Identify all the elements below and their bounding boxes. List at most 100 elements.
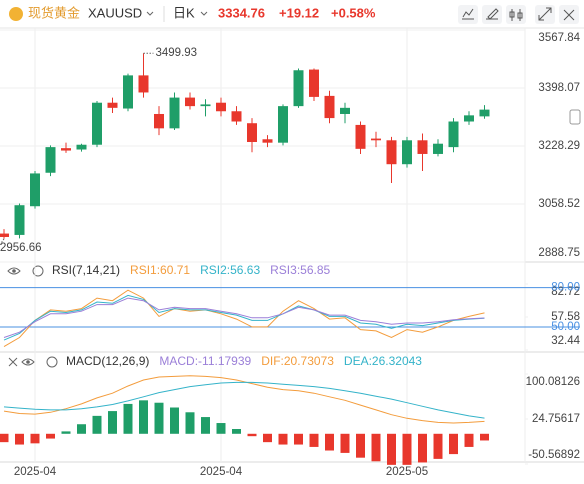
candle-body: [154, 113, 164, 129]
y-tick-label: 3398.07: [538, 82, 580, 94]
series-line: [3, 289, 485, 348]
eye-icon-pupil: [26, 360, 30, 364]
candle-body: [0, 233, 9, 237]
histogram-bar: [402, 433, 412, 465]
gold-icon: [9, 7, 23, 21]
candle-body: [216, 102, 226, 112]
candle-body: [386, 140, 397, 165]
indicator-icon[interactable]: [462, 8, 474, 20]
histogram-bar: [464, 433, 474, 447]
legend-entry: RSI3:56.85: [270, 263, 330, 277]
histogram-bar: [185, 412, 195, 434]
histogram-bar: [77, 424, 86, 434]
candle-body: [61, 148, 71, 151]
histogram-bar: [92, 415, 102, 434]
gear-icon[interactable]: [46, 356, 58, 368]
eye-icon[interactable]: [21, 358, 35, 366]
histogram-bar: [216, 423, 226, 434]
histogram-bar: [247, 433, 257, 437]
histogram-bar: [371, 433, 381, 462]
tool-button[interactable]: [506, 5, 526, 24]
y-tick-label: 100.08126: [526, 376, 580, 388]
histogram-bar: [294, 433, 303, 445]
histogram-bar: [46, 433, 55, 439]
candle-body: [340, 107, 350, 114]
histogram-bar: [356, 433, 365, 458]
candle-body: [138, 75, 149, 93]
symbol-dropdown[interactable]: [146, 11, 154, 16]
candle-body: [479, 109, 490, 117]
draw-icon[interactable]: [486, 8, 499, 20]
candle-body: [464, 115, 474, 122]
candle-body: [123, 75, 133, 109]
tool-button[interactable]: [482, 5, 502, 24]
candle-body: [107, 102, 118, 108]
y-tick-label: 82.72: [551, 286, 580, 298]
histogram-bar: [232, 429, 241, 434]
rsi-title: RSI(7,14,21): [52, 263, 120, 277]
candle-body: [355, 124, 366, 149]
histogram-bar: [449, 433, 458, 455]
candle-body: [433, 143, 443, 154]
candle-body: [293, 70, 304, 107]
close-indicator-icon[interactable]: [8, 357, 18, 367]
y-tick-label: 32.44: [551, 335, 580, 347]
candle-body: [231, 111, 242, 122]
histogram-bar: [139, 400, 148, 434]
y-tick-label: 57.58: [551, 311, 580, 323]
candle-body: [278, 106, 288, 143]
y-tick-label: -50.56892: [528, 449, 580, 461]
histogram-bar: [325, 433, 334, 451]
macd-title: MACD(12,26,9): [66, 354, 149, 368]
toolbar: [458, 5, 579, 24]
legend-entry: RSI1:60.71: [130, 263, 190, 277]
last-price: 3334.76: [218, 5, 265, 20]
histogram-bar: [170, 407, 179, 434]
histogram-bar: [340, 433, 350, 453]
period[interactable]: 日K: [173, 5, 195, 20]
eye-icon[interactable]: [7, 267, 21, 275]
series-line: [3, 297, 485, 338]
close-icon[interactable]: [563, 9, 575, 21]
candle-body: [324, 95, 335, 119]
candle-body: [200, 104, 211, 107]
series-line: [3, 381, 485, 419]
high-label: 3499.93: [156, 47, 198, 59]
histogram-bar: [30, 433, 40, 444]
settings-icon[interactable]: [569, 109, 581, 125]
candle-body: [402, 140, 412, 165]
histogram-bar: [480, 433, 489, 441]
eye-icon-pupil: [12, 269, 16, 273]
candle-body: [371, 138, 381, 141]
marks: [0, 52, 490, 465]
histogram-bar: [387, 433, 396, 465]
fullscreen-icon[interactable]: [538, 7, 552, 21]
candle-body: [417, 140, 428, 154]
legend-entry: MACD:-11.17939: [159, 354, 251, 368]
histogram-bar: [418, 433, 427, 463]
low-leader: [0, 238, 5, 246]
legend-entry: DEA:26.32043: [344, 354, 422, 368]
candle-body: [169, 97, 180, 129]
symbol[interactable]: XAUUSD: [88, 5, 142, 20]
histogram-bar: [123, 403, 133, 434]
series-line: [3, 375, 485, 424]
price-change-percent: +0.58%: [331, 5, 376, 20]
candle-body: [309, 69, 319, 97]
candle-body: [30, 173, 40, 207]
candle-icon[interactable]: [509, 9, 523, 21]
y-tick-label: 3567.84: [538, 32, 580, 44]
gear-icon[interactable]: [32, 265, 44, 277]
x-tick-label: 2025-04: [200, 466, 243, 478]
histogram-bar: [309, 433, 319, 447]
histogram-bar: [201, 417, 210, 434]
legend-entry: DIF:20.73073: [261, 354, 334, 368]
period-dropdown[interactable]: [200, 11, 208, 16]
candle-body: [45, 147, 56, 173]
histogram-bar: [0, 433, 9, 443]
histogram-bar: [263, 433, 272, 443]
x-tick-label: 2025-04: [14, 466, 57, 478]
instrument-name[interactable]: 现货黄金: [28, 5, 80, 20]
y-tick-label: 3228.29: [538, 140, 580, 152]
